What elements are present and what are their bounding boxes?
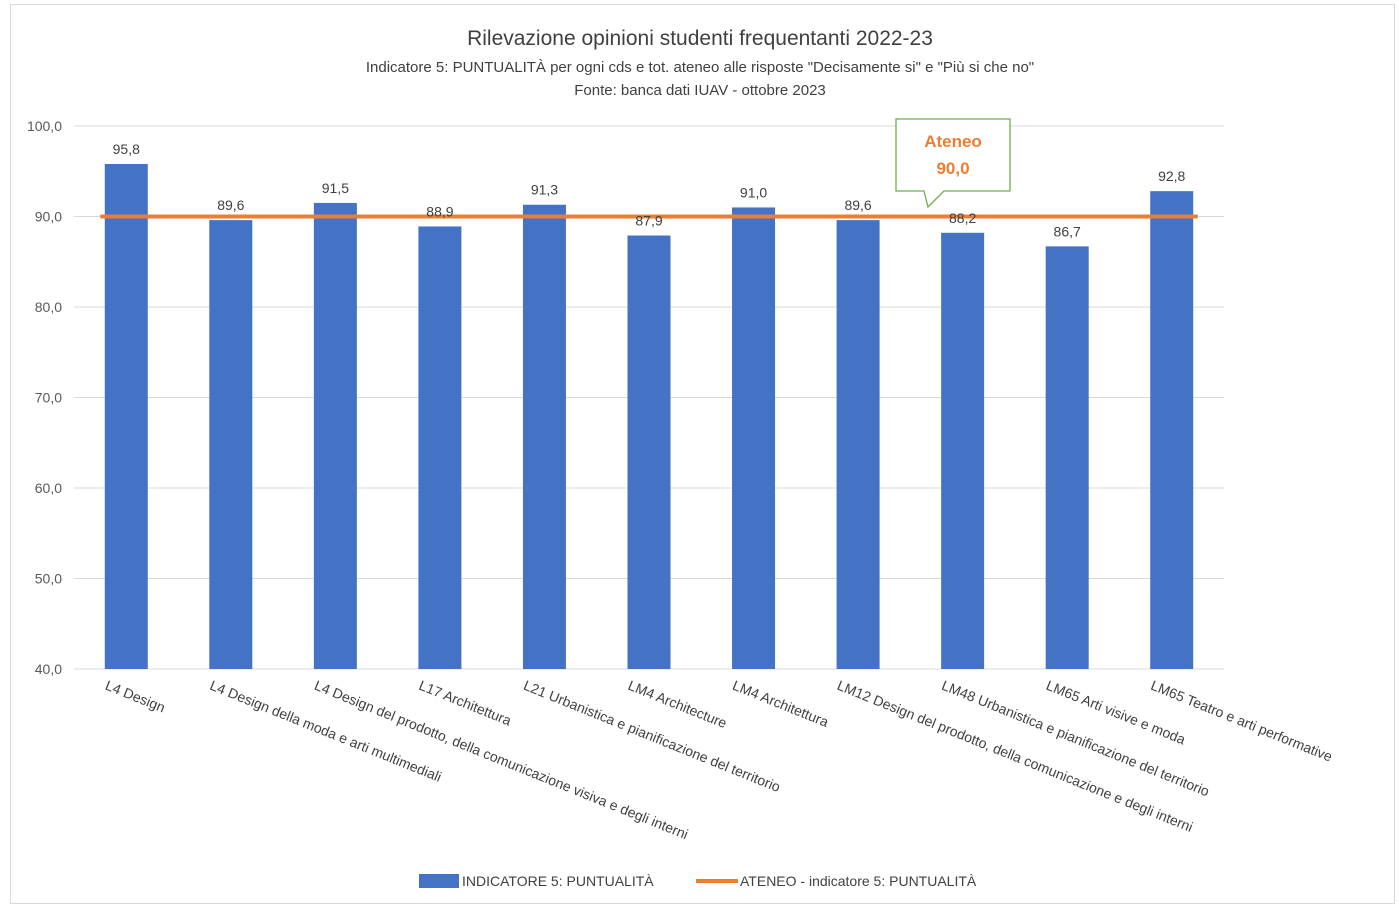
bars: [104, 164, 1194, 670]
data-label: 86,7: [1054, 223, 1081, 239]
data-label: 89,6: [217, 197, 244, 213]
data-label: 92,8: [1158, 168, 1185, 184]
bar: [1150, 191, 1194, 669]
x-axis-labels: L4 Design L4 Design della moda e arti mul…: [103, 677, 1335, 842]
legend: INDICATORE 5: PUNTUALITÀ ATENEO - indicat…: [419, 873, 977, 889]
bar: [209, 220, 253, 669]
y-tick-label: 100,0: [27, 118, 62, 134]
y-axis: 40,0 50,0 60,0 70,0 80,0 90,0 100,0: [27, 118, 62, 677]
legend-label-line: ATENEO - indicatore 5: PUNTUALITÀ: [740, 873, 977, 889]
callout-value: 90,0: [936, 159, 969, 178]
data-label: 89,6: [844, 197, 871, 213]
y-tick-label: 40,0: [35, 661, 62, 677]
callout-box: [895, 118, 1011, 209]
data-label: 95,8: [113, 141, 140, 157]
y-tick-label: 60,0: [35, 480, 62, 496]
x-tick-label: LM65 Teatro e arti performative: [1149, 677, 1335, 765]
data-label: 91,5: [322, 180, 349, 196]
x-tick-label: L4 Design: [103, 677, 167, 715]
data-label: 88,9: [426, 203, 453, 219]
chart-title: Rilevazione opinioni studenti frequentan…: [467, 27, 933, 50]
data-labels: 95,8 89,6 91,5 88,9 91,3 87,9 91,0 89,6 88,2 86,7…: [113, 141, 1186, 239]
y-tick-label: 80,0: [35, 299, 62, 315]
bar: [732, 207, 776, 669]
bar: [627, 235, 671, 669]
chart-subtitle: Indicatore 5: PUNTUALITÀ per ogni cds e …: [366, 59, 1034, 76]
legend-swatch-bar: [419, 874, 459, 888]
bar: [941, 232, 985, 670]
data-label: 88,2: [949, 210, 976, 226]
x-tick-label: LM4 Architettura: [730, 677, 831, 730]
data-label: 87,9: [635, 213, 662, 229]
y-tick-label: 50,0: [35, 571, 62, 587]
legend-label-bar: INDICATORE 5: PUNTUALITÀ: [462, 873, 654, 889]
callout-label: Ateneo: [924, 132, 982, 151]
bar: [1045, 246, 1089, 670]
ateneo-callout: Ateneo 90,0: [895, 118, 1011, 209]
bar: [418, 226, 462, 669]
bar: [836, 220, 880, 669]
y-tick-label: 70,0: [35, 390, 62, 406]
bar: [104, 164, 148, 669]
chart-source: Fonte: banca dati IUAV - ottobre 2023: [574, 82, 826, 99]
bar: [313, 202, 357, 670]
data-label: 91,3: [531, 182, 558, 198]
x-tick-label: L17 Architettura: [417, 677, 514, 729]
x-tick-label: L4 Design del prodotto, della comunicazi…: [312, 677, 690, 842]
data-label: 91,0: [740, 184, 767, 200]
y-tick-label: 90,0: [35, 209, 62, 225]
bar: [522, 204, 566, 670]
